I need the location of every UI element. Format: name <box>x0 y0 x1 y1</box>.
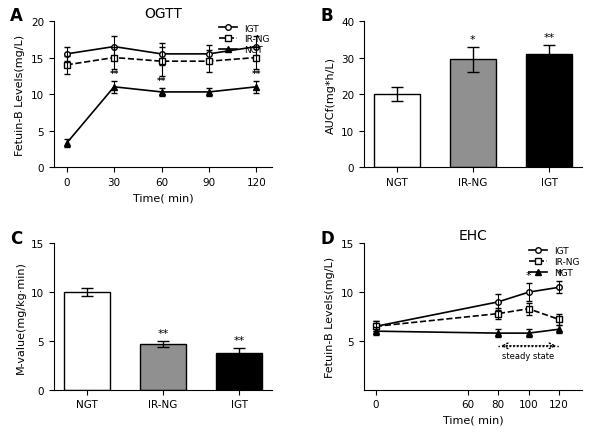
Line: NGT: NGT <box>64 85 259 147</box>
Bar <box>140 344 186 390</box>
Text: **: ** <box>234 335 245 345</box>
Line: IGT: IGT <box>64 45 259 57</box>
NGT <box>63 141 70 146</box>
Text: **: ** <box>157 328 169 338</box>
Text: **: ** <box>109 70 119 79</box>
Text: steady state: steady state <box>502 351 555 360</box>
X-axis label: Time( min): Time( min) <box>443 415 503 425</box>
IR-NG <box>253 56 260 61</box>
NGT <box>158 90 165 95</box>
NGT <box>494 331 502 336</box>
Title: EHC: EHC <box>458 229 487 243</box>
IR-NG <box>158 60 165 65</box>
IGT <box>205 52 212 57</box>
NGT <box>525 331 532 336</box>
X-axis label: Time( min): Time( min) <box>133 193 193 203</box>
IGT <box>158 52 165 57</box>
IGT <box>373 324 380 329</box>
Text: *: * <box>526 271 532 281</box>
IGT <box>494 300 502 305</box>
Y-axis label: Fetuin-B Levels(mg/L): Fetuin-B Levels(mg/L) <box>325 256 335 377</box>
Title: OGTT: OGTT <box>144 7 182 21</box>
IGT <box>63 52 70 57</box>
Y-axis label: AUCf(mg*h/L): AUCf(mg*h/L) <box>325 57 335 133</box>
IGT <box>253 45 260 50</box>
Y-axis label: Fetuin-B Levels(mg/L): Fetuin-B Levels(mg/L) <box>16 35 25 155</box>
Text: D: D <box>320 229 334 247</box>
Text: **: ** <box>251 70 261 79</box>
IR-NG <box>373 324 380 329</box>
Text: B: B <box>320 7 333 25</box>
IR-NG <box>556 317 563 322</box>
Line: IR-NG: IR-NG <box>64 56 259 68</box>
Bar <box>526 55 572 168</box>
Line: IGT: IGT <box>373 285 562 329</box>
IR-NG <box>110 56 118 61</box>
Legend: IGT, IR-NG, NGT: IGT, IR-NG, NGT <box>218 25 269 55</box>
Text: **: ** <box>157 76 166 85</box>
IR-NG <box>494 311 502 317</box>
IR-NG <box>63 63 70 68</box>
NGT <box>556 327 563 332</box>
Line: IR-NG: IR-NG <box>373 306 562 329</box>
Bar <box>374 95 419 168</box>
Y-axis label: M-value(mg/kg·min): M-value(mg/kg·min) <box>16 261 25 373</box>
IR-NG <box>525 307 532 312</box>
Bar <box>64 293 110 390</box>
NGT <box>205 90 212 95</box>
Bar <box>450 60 496 168</box>
IR-NG <box>205 60 212 65</box>
IGT <box>556 285 563 290</box>
Text: **: ** <box>544 33 555 42</box>
NGT <box>253 85 260 90</box>
Text: A: A <box>10 7 23 25</box>
Bar <box>217 353 262 390</box>
Text: C: C <box>10 229 23 247</box>
IGT <box>110 45 118 50</box>
NGT <box>373 329 380 334</box>
Legend: IGT, IR-NG, NGT: IGT, IR-NG, NGT <box>529 247 579 277</box>
NGT <box>110 85 118 90</box>
Text: *: * <box>470 35 476 45</box>
Text: *: * <box>556 269 562 279</box>
IGT <box>525 290 532 295</box>
Line: NGT: NGT <box>373 327 562 336</box>
